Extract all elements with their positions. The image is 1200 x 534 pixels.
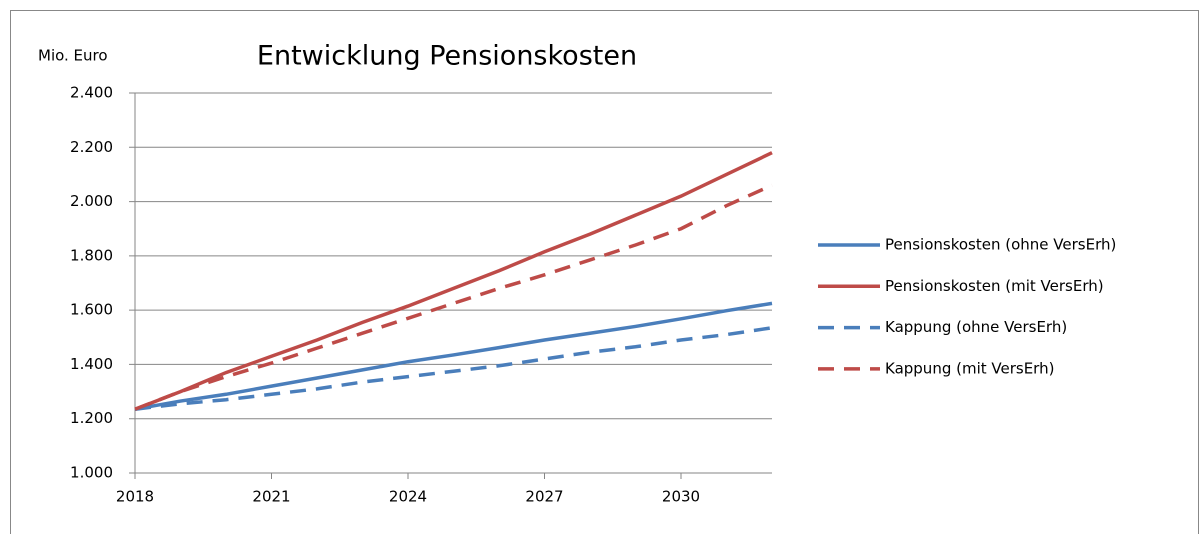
x-tick-label: 2024: [389, 488, 427, 506]
x-tick-label: 2018: [116, 488, 154, 506]
y-tick-label: 1.800: [70, 246, 113, 264]
series-line: [134, 183, 773, 411]
x-tick-label: 2030: [662, 488, 700, 506]
series-line: [134, 326, 773, 411]
x-tick-label: 2021: [252, 488, 290, 506]
x-tick-label: 2027: [525, 488, 563, 506]
series-line: [134, 151, 773, 411]
chart-title: Entwicklung Pensionskosten: [257, 41, 637, 72]
y-tick-label: 2.200: [70, 138, 113, 156]
legend-label: Kappung (mit VersErh): [885, 359, 1054, 377]
legend-label: Pensionskosten (ohne VersErh): [885, 236, 1116, 254]
y-tick-label: 2.400: [70, 84, 113, 102]
y-tick-label: 1.200: [70, 409, 113, 427]
series-line: [134, 301, 773, 411]
legend-label: Kappung (ohne VersErh): [885, 318, 1067, 336]
y-tick-label: 1.000: [70, 464, 113, 482]
y-tick-label: 1.400: [70, 355, 113, 373]
chart-frame: [10, 10, 1199, 534]
y-axis-label: Mio. Euro: [38, 47, 108, 65]
legend-label: Pensionskosten (mit VersErh): [885, 277, 1104, 295]
y-tick-label: 1.600: [70, 301, 113, 319]
y-tick-label: 2.000: [70, 192, 113, 210]
